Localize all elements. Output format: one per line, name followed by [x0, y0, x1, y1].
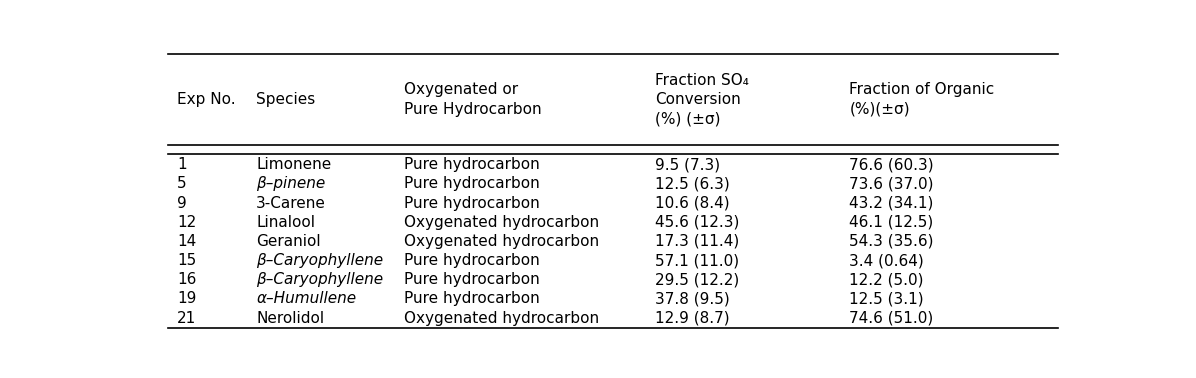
Text: Species: Species — [256, 92, 316, 107]
Text: 73.6 (37.0): 73.6 (37.0) — [849, 177, 934, 191]
Text: Oxygenated hydrocarbon: Oxygenated hydrocarbon — [404, 234, 599, 249]
Text: 9: 9 — [177, 195, 187, 211]
Text: 5: 5 — [177, 177, 187, 191]
Text: 74.6 (51.0): 74.6 (51.0) — [849, 311, 934, 325]
Text: Exp No.: Exp No. — [177, 92, 236, 107]
Text: 57.1 (11.0): 57.1 (11.0) — [654, 253, 739, 268]
Text: 10.6 (8.4): 10.6 (8.4) — [654, 195, 730, 211]
Text: Pure hydrocarbon: Pure hydrocarbon — [404, 291, 541, 307]
Text: Pure hydrocarbon: Pure hydrocarbon — [404, 272, 541, 287]
Text: 12.2 (5.0): 12.2 (5.0) — [849, 272, 923, 287]
Text: Oxygenated hydrocarbon: Oxygenated hydrocarbon — [404, 311, 599, 325]
Text: 54.3 (35.6): 54.3 (35.6) — [849, 234, 934, 249]
Text: Pure hydrocarbon: Pure hydrocarbon — [404, 177, 541, 191]
Text: 37.8 (9.5): 37.8 (9.5) — [654, 291, 730, 307]
Text: Fraction SO₄
Conversion
(%) (±σ): Fraction SO₄ Conversion (%) (±σ) — [654, 73, 749, 126]
Text: Pure hydrocarbon: Pure hydrocarbon — [404, 195, 541, 211]
Text: 76.6 (60.3): 76.6 (60.3) — [849, 157, 934, 172]
Text: Geraniol: Geraniol — [256, 234, 321, 249]
Text: 21: 21 — [177, 311, 196, 325]
Text: 9.5 (7.3): 9.5 (7.3) — [654, 157, 720, 172]
Text: 16: 16 — [177, 272, 196, 287]
Text: α–Humullene: α–Humullene — [256, 291, 356, 307]
Text: Oxygenated or
Pure Hydrocarbon: Oxygenated or Pure Hydrocarbon — [404, 82, 542, 116]
Text: Linalool: Linalool — [256, 215, 315, 230]
Text: β–Caryophyllene: β–Caryophyllene — [256, 253, 383, 268]
Text: 15: 15 — [177, 253, 196, 268]
Text: 43.2 (34.1): 43.2 (34.1) — [849, 195, 934, 211]
Text: 12: 12 — [177, 215, 196, 230]
Text: 14: 14 — [177, 234, 196, 249]
Text: Oxygenated hydrocarbon: Oxygenated hydrocarbon — [404, 215, 599, 230]
Text: 29.5 (12.2): 29.5 (12.2) — [654, 272, 739, 287]
Text: 46.1 (12.5): 46.1 (12.5) — [849, 215, 934, 230]
Text: Fraction of Organic
(%)(±σ): Fraction of Organic (%)(±σ) — [849, 82, 995, 116]
Text: Limonene: Limonene — [256, 157, 331, 172]
Text: Pure hydrocarbon: Pure hydrocarbon — [404, 253, 541, 268]
Text: Nerolidol: Nerolidol — [256, 311, 324, 325]
Text: 45.6 (12.3): 45.6 (12.3) — [654, 215, 739, 230]
Text: β–Caryophyllene: β–Caryophyllene — [256, 272, 383, 287]
Text: 12.5 (6.3): 12.5 (6.3) — [654, 177, 730, 191]
Text: 12.5 (3.1): 12.5 (3.1) — [849, 291, 925, 307]
Text: 12.9 (8.7): 12.9 (8.7) — [654, 311, 730, 325]
Text: 19: 19 — [177, 291, 196, 307]
Text: 3.4 (0.64): 3.4 (0.64) — [849, 253, 925, 268]
Text: 1: 1 — [177, 157, 187, 172]
Text: 17.3 (11.4): 17.3 (11.4) — [654, 234, 739, 249]
Text: Pure hydrocarbon: Pure hydrocarbon — [404, 157, 541, 172]
Text: β–pinene: β–pinene — [256, 177, 325, 191]
Text: 3-Carene: 3-Carene — [256, 195, 327, 211]
